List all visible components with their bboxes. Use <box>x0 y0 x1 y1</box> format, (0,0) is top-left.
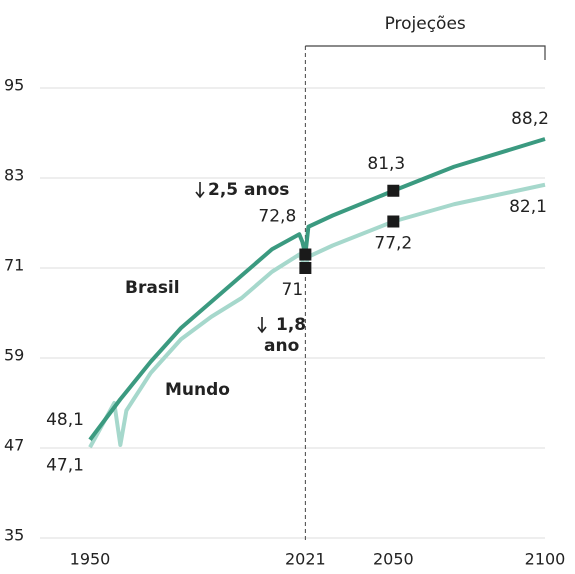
annotation: ano <box>264 336 299 356</box>
x-tick-label: 2100 <box>525 550 566 569</box>
annotation: 1,8 <box>276 315 306 335</box>
y-tick-label: 47 <box>4 436 24 455</box>
y-tick-label: 35 <box>4 526 24 545</box>
data-label: 47,1 <box>46 455 84 475</box>
point-marker <box>299 248 312 261</box>
bracket-label: Projeções <box>385 14 466 34</box>
x-tick-label: 2050 <box>373 550 414 569</box>
x-tick-label: 2021 <box>285 550 326 569</box>
point-marker <box>299 262 312 274</box>
series-label: Mundo <box>165 380 230 400</box>
y-tick-label: 71 <box>4 256 24 275</box>
data-label: 48,1 <box>46 410 84 430</box>
data-label: 71 <box>282 280 304 300</box>
annotation-arrow <box>195 182 205 199</box>
series-line <box>88 182 546 449</box>
y-tick-label: 95 <box>4 76 24 95</box>
series-label: Brasil <box>125 278 180 298</box>
point-marker <box>387 184 400 197</box>
data-label: 81,3 <box>367 154 405 174</box>
data-label: 77,2 <box>374 234 412 254</box>
x-tick-label: 1950 <box>70 550 111 569</box>
annotation: 2,5 anos <box>208 180 289 200</box>
y-tick-label: 83 <box>4 166 24 185</box>
y-tick-label: 59 <box>4 346 24 365</box>
data-label: 82,1 <box>509 197 547 217</box>
point-marker <box>387 215 400 228</box>
data-label: 88,2 <box>511 109 549 129</box>
series-line <box>88 137 546 441</box>
data-label: 72,8 <box>258 207 296 227</box>
projection-bracket <box>305 45 546 60</box>
annotation-arrow <box>257 317 267 334</box>
